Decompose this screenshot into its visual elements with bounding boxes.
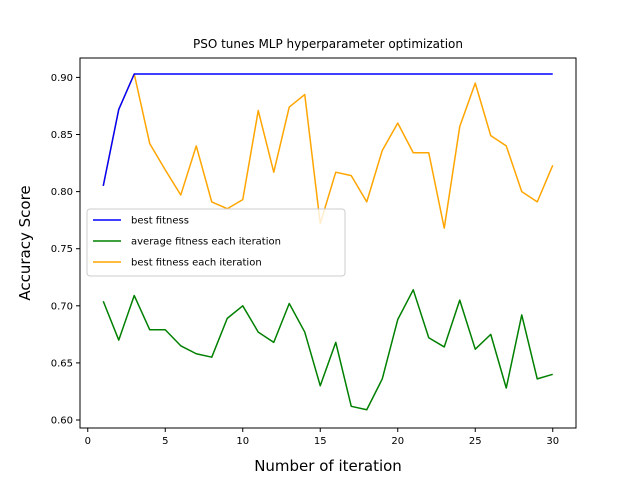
series-line-0 <box>102 73 553 187</box>
legend-box <box>86 208 346 277</box>
chart-title: PSO tunes MLP hyperparameter optimizatio… <box>193 37 463 51</box>
legend-label-2: best fitness each iteration <box>131 258 262 269</box>
x-tick-label: 25 <box>469 436 482 447</box>
y-tick-label: 0.65 <box>51 358 73 369</box>
x-axis-label: Number of iteration <box>254 457 402 475</box>
series-line-1 <box>102 289 553 411</box>
y-tick-label: 0.80 <box>51 187 73 198</box>
y-tick-label: 0.85 <box>51 130 73 141</box>
legend-label-0: best fitness <box>131 216 189 227</box>
x-tick-label: 30 <box>546 436 559 447</box>
legend-label-1: average fitness each iteration <box>131 237 281 248</box>
series-line-2 <box>102 73 554 229</box>
x-tick-label: 0 <box>85 436 91 447</box>
x-axis: 0 5 10 15 20 25 30 <box>85 428 559 447</box>
x-tick-label: 10 <box>236 436 249 447</box>
y-tick-label: 0.75 <box>51 244 73 255</box>
y-axis-label: Accuracy Score <box>16 185 34 300</box>
x-tick-label: 15 <box>314 436 327 447</box>
y-axis: 0.60 0.65 0.70 0.75 0.80 0.85 0.90 <box>51 73 80 427</box>
plot-area <box>79 57 577 429</box>
y-tick-label: 0.90 <box>51 73 73 84</box>
legend: best fitness average fitness each iterati… <box>86 208 346 277</box>
x-tick-label: 5 <box>162 436 168 447</box>
y-tick-label: 0.70 <box>51 301 73 312</box>
x-tick-label: 20 <box>391 436 404 447</box>
y-tick-label: 0.60 <box>51 416 73 427</box>
plot-frame <box>79 57 577 429</box>
series-layer <box>102 73 554 411</box>
